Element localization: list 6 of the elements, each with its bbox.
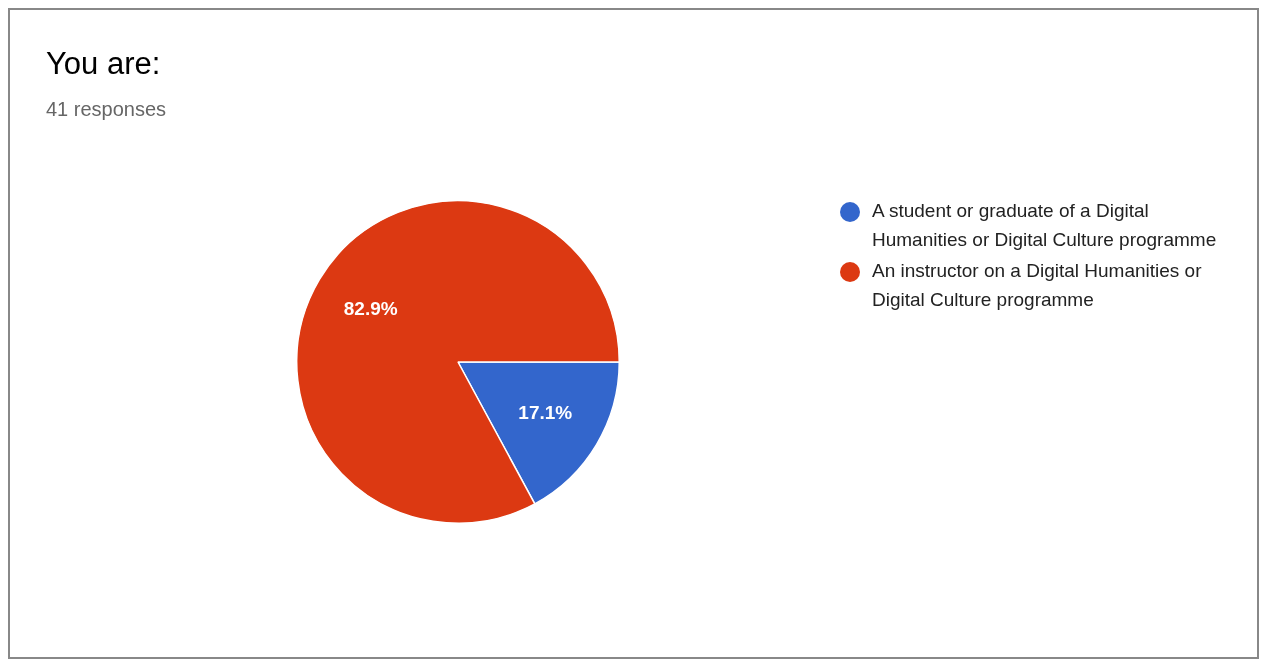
text: 41 responses [46, 98, 167, 121]
legend-label: An instructor on a Digital Humanities or Digital Culture programme [872, 259, 1203, 312]
legend-label: A student or graduate of a Digital Humanities or Digital Culture programme [872, 199, 1218, 252]
data-label: 17.1% [518, 402, 573, 424]
chart-title: You are: [46, 46, 161, 82]
data-label: 82.9% [343, 298, 398, 320]
